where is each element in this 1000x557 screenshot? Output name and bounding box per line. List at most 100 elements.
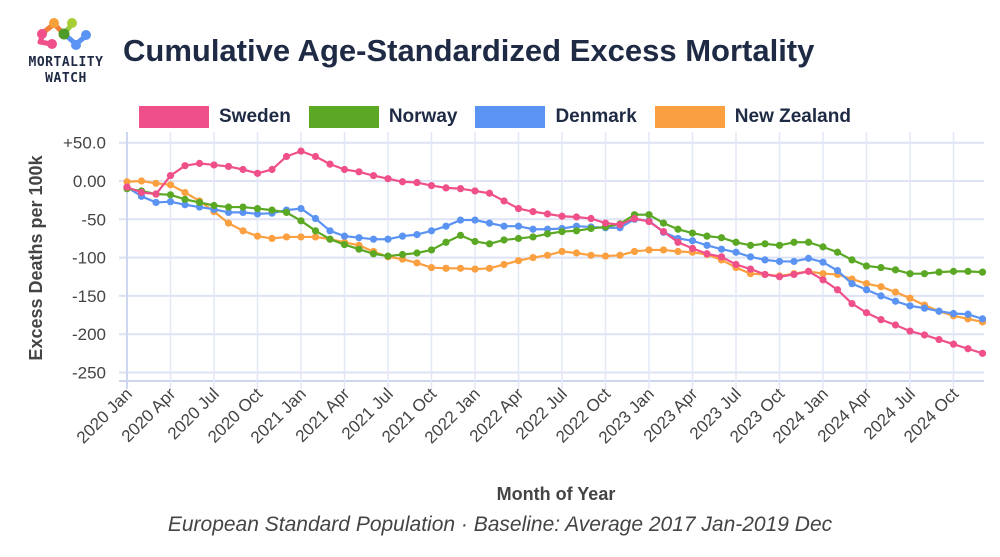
data-point-denmark[interactable] [732,248,740,256]
data-point-new-zealand[interactable] [427,263,436,272]
data-point-norway[interactable] [775,241,784,249]
data-point-denmark[interactable] [297,204,305,213]
data-point-sweden[interactable] [500,197,508,205]
data-point-denmark[interactable] [500,222,508,230]
legend-item-sweden[interactable]: Sweden [139,106,291,128]
data-point-new-zealand[interactable] [253,232,262,240]
data-point-new-zealand[interactable] [529,254,537,262]
data-point-sweden[interactable] [630,214,639,223]
data-point-sweden[interactable] [543,210,552,218]
data-point-denmark[interactable] [978,315,987,323]
data-point-new-zealand[interactable] [543,251,552,259]
data-point-norway[interactable] [326,235,334,243]
data-point-norway[interactable] [166,191,175,199]
data-point-denmark[interactable] [384,235,392,243]
data-point-denmark[interactable] [949,309,958,318]
data-point-norway[interactable] [558,227,566,236]
data-point-sweden[interactable] [703,250,711,258]
data-point-denmark[interactable] [964,310,972,318]
data-point-norway[interactable] [935,268,943,276]
data-point-sweden[interactable] [746,265,755,273]
data-point-sweden[interactable] [775,273,784,281]
data-point-sweden[interactable] [688,244,697,253]
data-point-sweden[interactable] [935,335,943,344]
data-point-denmark[interactable] [355,234,363,242]
data-point-sweden[interactable] [877,316,885,324]
data-point-new-zealand[interactable] [616,251,624,259]
data-point-new-zealand[interactable] [587,251,595,259]
data-point-sweden[interactable] [384,175,392,183]
data-point-sweden[interactable] [862,309,871,317]
data-point-sweden[interactable] [485,189,494,197]
data-point-new-zealand[interactable] [645,246,653,254]
data-point-new-zealand[interactable] [630,247,639,256]
data-point-norway[interactable] [587,224,595,233]
data-point-sweden[interactable] [906,327,914,335]
data-point-norway[interactable] [471,237,479,246]
data-point-sweden[interactable] [804,267,813,275]
data-point-denmark[interactable] [761,256,769,264]
data-point-new-zealand[interactable] [891,288,900,296]
data-point-denmark[interactable] [935,307,943,315]
data-point-norway[interactable] [790,238,798,246]
data-point-sweden[interactable] [239,165,247,174]
data-point-new-zealand[interactable] [659,246,668,254]
data-point-sweden[interactable] [195,159,204,167]
data-point-sweden[interactable] [819,276,827,284]
data-point-sweden[interactable] [848,299,856,308]
data-point-new-zealand[interactable] [674,247,682,256]
data-point-sweden[interactable] [166,172,175,180]
data-point-new-zealand[interactable] [601,252,610,260]
data-point-norway[interactable] [804,238,813,246]
data-point-denmark[interactable] [181,201,189,209]
data-point-sweden[interactable] [456,185,465,193]
data-point-sweden[interactable] [282,152,291,161]
data-point-norway[interactable] [181,195,189,203]
data-point-sweden[interactable] [442,184,450,192]
data-point-sweden[interactable] [355,168,363,176]
data-point-new-zealand[interactable] [456,264,465,272]
data-point-norway[interactable] [268,206,276,214]
legend-item-new-zealand[interactable]: New Zealand [654,106,851,128]
data-point-sweden[interactable] [123,183,131,191]
data-point-norway[interactable] [906,270,914,278]
data-point-denmark[interactable] [703,241,711,249]
data-point-norway[interactable] [862,262,871,270]
data-point-norway[interactable] [195,198,204,207]
data-point-sweden[interactable] [137,188,146,197]
data-point-denmark[interactable] [369,235,378,243]
data-point-denmark[interactable] [413,231,421,239]
data-point-sweden[interactable] [978,349,987,357]
data-point-norway[interactable] [848,256,856,264]
data-point-new-zealand[interactable] [413,259,421,267]
data-point-sweden[interactable] [340,165,349,174]
data-point-norway[interactable] [703,232,711,240]
data-point-new-zealand[interactable] [906,294,914,302]
data-point-norway[interactable] [746,241,755,249]
data-point-norway[interactable] [732,238,740,246]
data-point-sweden[interactable] [920,331,929,339]
legend-item-norway[interactable]: Norway [308,106,457,128]
data-point-norway[interactable] [413,249,421,257]
data-point-sweden[interactable] [471,187,479,195]
data-point-norway[interactable] [500,236,508,244]
data-point-sweden[interactable] [253,169,262,177]
data-point-norway[interactable] [920,270,929,278]
data-point-norway[interactable] [688,229,697,237]
data-point-new-zealand[interactable] [514,257,523,265]
data-point-new-zealand[interactable] [181,188,189,197]
data-point-sweden[interactable] [514,204,523,213]
data-point-norway[interactable] [282,208,291,217]
data-point-denmark[interactable] [427,227,436,235]
data-point-denmark[interactable] [688,237,697,245]
data-point-sweden[interactable] [645,217,653,226]
data-point-new-zealand[interactable] [166,181,175,189]
data-point-sweden[interactable] [152,190,160,198]
data-point-norway[interactable] [427,246,436,254]
data-point-denmark[interactable] [253,210,262,218]
data-point-sweden[interactable] [398,178,407,186]
data-point-norway[interactable] [224,203,233,211]
data-point-sweden[interactable] [949,340,958,348]
data-point-new-zealand[interactable] [239,227,247,235]
data-point-new-zealand[interactable] [500,260,508,269]
